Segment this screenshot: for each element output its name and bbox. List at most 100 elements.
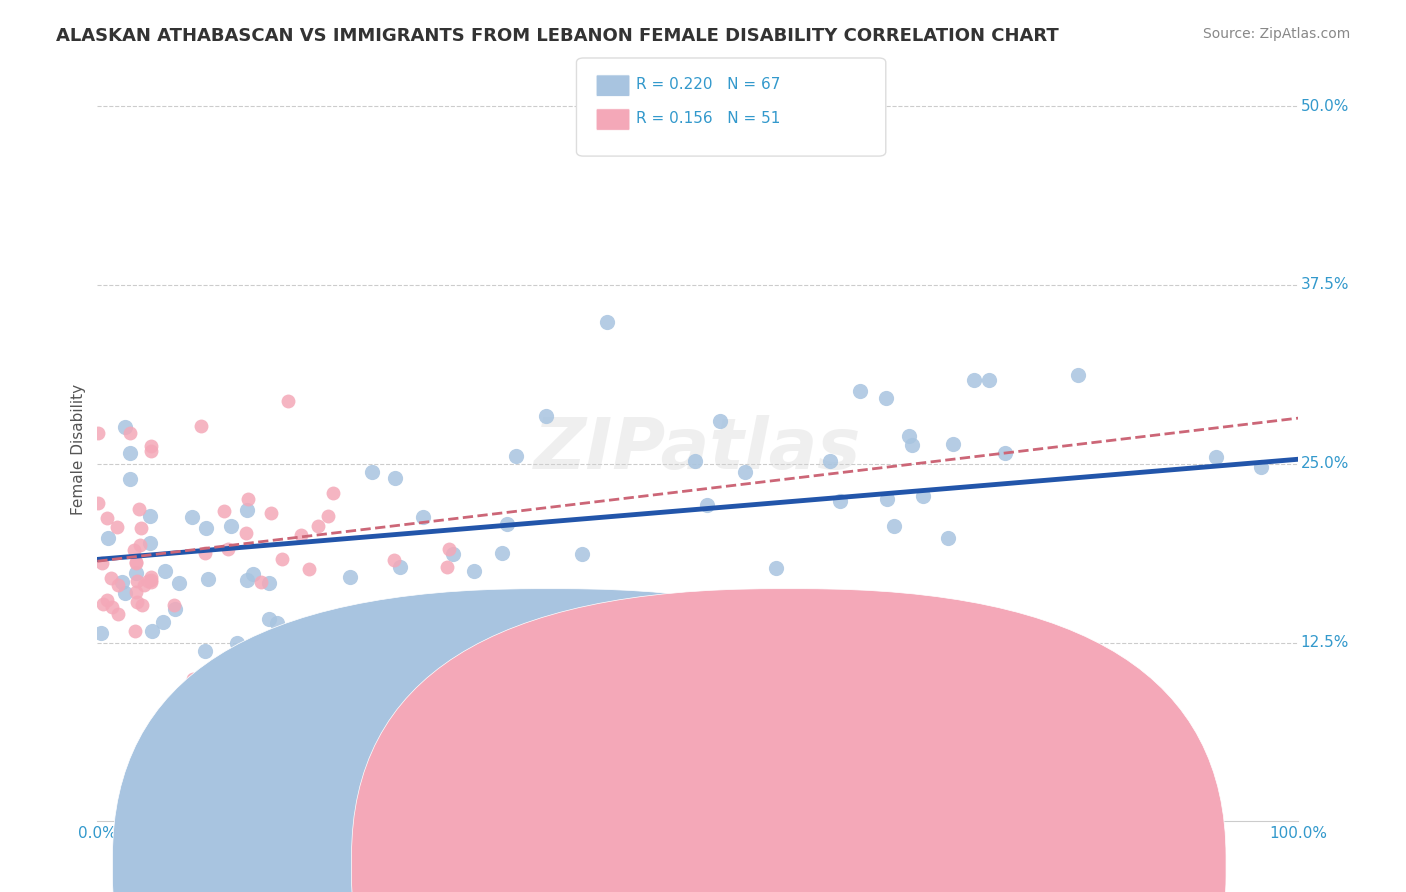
Point bbox=[257, 612, 280, 626]
Point bbox=[260, 506, 283, 520]
Point bbox=[818, 453, 841, 467]
Point bbox=[290, 527, 312, 541]
Point bbox=[221, 519, 243, 533]
Point bbox=[384, 471, 406, 485]
Point bbox=[226, 636, 249, 650]
Point bbox=[212, 503, 235, 517]
Point bbox=[993, 445, 1015, 459]
Point bbox=[696, 498, 718, 512]
Point bbox=[129, 538, 152, 552]
Point bbox=[217, 541, 239, 556]
Point bbox=[1067, 368, 1090, 382]
Point bbox=[963, 373, 986, 387]
Point bbox=[96, 592, 118, 607]
Point bbox=[105, 520, 128, 534]
Text: R = 0.156   N = 51: R = 0.156 N = 51 bbox=[636, 112, 780, 126]
Point bbox=[197, 572, 219, 586]
Point bbox=[266, 616, 288, 631]
Point bbox=[709, 414, 731, 428]
Point bbox=[596, 314, 619, 328]
Point bbox=[181, 673, 204, 687]
Point bbox=[250, 574, 273, 589]
Point bbox=[439, 542, 461, 557]
Point bbox=[129, 520, 152, 534]
Point bbox=[120, 446, 142, 460]
Point bbox=[979, 373, 1001, 387]
Point bbox=[128, 502, 150, 516]
Point bbox=[141, 439, 163, 453]
Point bbox=[298, 617, 321, 632]
Point bbox=[96, 511, 118, 525]
Point bbox=[936, 531, 959, 545]
Text: R = 0.220   N = 67: R = 0.220 N = 67 bbox=[636, 78, 780, 92]
Point bbox=[685, 454, 707, 468]
Point bbox=[218, 705, 240, 719]
Point bbox=[139, 508, 162, 523]
Point bbox=[91, 557, 114, 571]
Point bbox=[249, 674, 271, 689]
Point bbox=[87, 496, 110, 510]
Point bbox=[235, 526, 257, 541]
Point bbox=[1205, 450, 1227, 464]
Point bbox=[153, 565, 176, 579]
Point bbox=[127, 594, 149, 608]
Point bbox=[270, 552, 292, 566]
Point bbox=[139, 535, 162, 549]
Point bbox=[1250, 459, 1272, 474]
Point bbox=[316, 508, 339, 523]
Point bbox=[152, 615, 174, 629]
Point bbox=[194, 644, 217, 658]
Point bbox=[298, 562, 321, 576]
Point bbox=[214, 743, 236, 757]
Point bbox=[849, 384, 872, 399]
Point bbox=[536, 409, 558, 423]
Point bbox=[125, 574, 148, 588]
Text: Source: ZipAtlas.com: Source: ZipAtlas.com bbox=[1202, 27, 1350, 41]
Point bbox=[93, 597, 115, 611]
Point bbox=[942, 436, 965, 450]
Point bbox=[180, 509, 202, 524]
Point bbox=[883, 519, 905, 533]
Text: ZIPatlas: ZIPatlas bbox=[534, 415, 862, 484]
Point bbox=[194, 521, 217, 535]
Text: 50.0%: 50.0% bbox=[1301, 98, 1348, 113]
Point bbox=[496, 516, 519, 531]
Text: 12.5%: 12.5% bbox=[1301, 635, 1348, 650]
Point bbox=[141, 573, 163, 587]
Point bbox=[388, 560, 411, 574]
Point bbox=[107, 578, 129, 592]
Point bbox=[236, 503, 259, 517]
Text: Alaskan Athabascans: Alaskan Athabascans bbox=[571, 859, 733, 873]
Point bbox=[194, 546, 217, 560]
Point bbox=[505, 450, 527, 464]
Point bbox=[114, 585, 136, 599]
Point bbox=[141, 624, 163, 639]
Point bbox=[138, 574, 160, 588]
Point bbox=[125, 555, 148, 569]
Point bbox=[124, 624, 146, 638]
Text: 37.5%: 37.5% bbox=[1301, 277, 1348, 293]
Point bbox=[436, 560, 458, 574]
Point bbox=[124, 566, 146, 581]
Point bbox=[307, 519, 329, 533]
Point bbox=[828, 494, 851, 508]
Text: ALASKAN ATHABASCAN VS IMMIGRANTS FROM LEBANON FEMALE DISABILITY CORRELATION CHAR: ALASKAN ATHABASCAN VS IMMIGRANTS FROM LE… bbox=[56, 27, 1059, 45]
Point bbox=[382, 552, 405, 566]
Point bbox=[912, 490, 935, 504]
Point bbox=[120, 472, 142, 486]
Point bbox=[876, 491, 898, 506]
Text: 25.0%: 25.0% bbox=[1301, 456, 1348, 471]
Point bbox=[165, 602, 187, 616]
Point bbox=[322, 485, 344, 500]
Point bbox=[114, 420, 136, 434]
Point bbox=[260, 673, 283, 688]
Point bbox=[734, 466, 756, 480]
Point bbox=[169, 575, 191, 590]
Point bbox=[125, 556, 148, 570]
Point bbox=[901, 438, 924, 452]
Point bbox=[122, 543, 145, 558]
Point bbox=[125, 584, 148, 599]
Point bbox=[86, 425, 108, 440]
Point bbox=[100, 599, 122, 614]
Point bbox=[449, 611, 471, 625]
